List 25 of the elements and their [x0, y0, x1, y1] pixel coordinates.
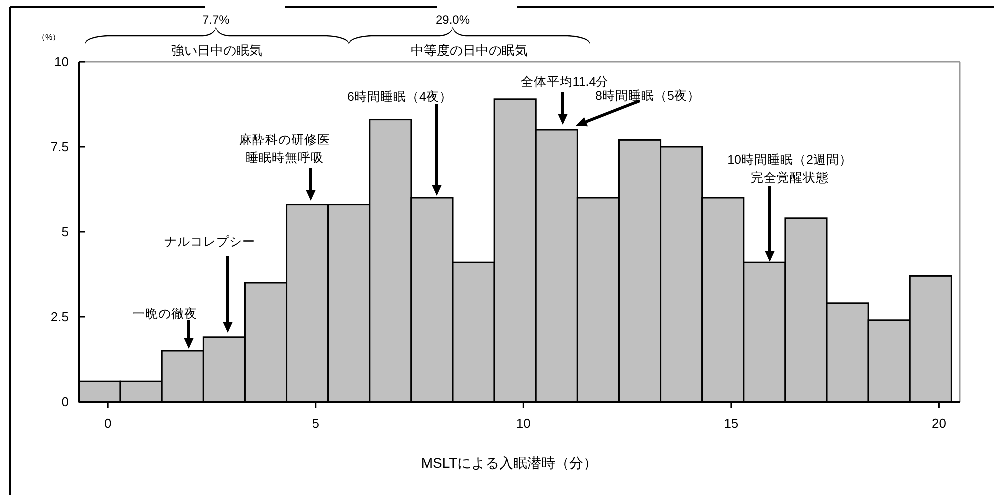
x-tick-label: 20: [932, 416, 946, 431]
text: 7.7%: [202, 13, 230, 27]
text: 中等度の日中の眠気: [411, 43, 528, 58]
text: 29.0%: [436, 13, 470, 27]
annotation: 8時間睡眠（5夜）: [596, 88, 700, 103]
annotation: ナルコレプシー: [164, 235, 256, 249]
y-axis-title: （%）: [37, 33, 61, 42]
y-tick-label: 2.5: [50, 310, 69, 325]
text: 強い日中の眠気: [172, 43, 263, 58]
x-tick-label: 10: [516, 416, 531, 431]
annotation: 麻酔科の研修医: [240, 133, 330, 147]
annotation: 10時間睡眠（2週間）: [728, 153, 852, 167]
x-tick-label: 0: [104, 416, 112, 431]
y-tick-label: 10: [54, 54, 69, 70]
y-tick-label: 7.5: [50, 140, 69, 155]
annotation: 全体平均11.4分: [520, 75, 610, 89]
x-tick-label: 15: [724, 416, 739, 431]
annotation: 一晩の徹夜: [132, 306, 198, 321]
annotation: 睡眠時無呼吸: [246, 151, 324, 165]
x-axis-title: MSLTによる入眠潜時（分）: [421, 455, 598, 471]
y-tick-label: 5: [62, 224, 69, 240]
x-tick-label: 5: [312, 416, 320, 431]
annotation: 6時間睡眠（4夜）: [348, 89, 452, 104]
annotation: 完全覚醒状態: [751, 170, 829, 185]
y-tick-label: 0: [62, 394, 69, 410]
